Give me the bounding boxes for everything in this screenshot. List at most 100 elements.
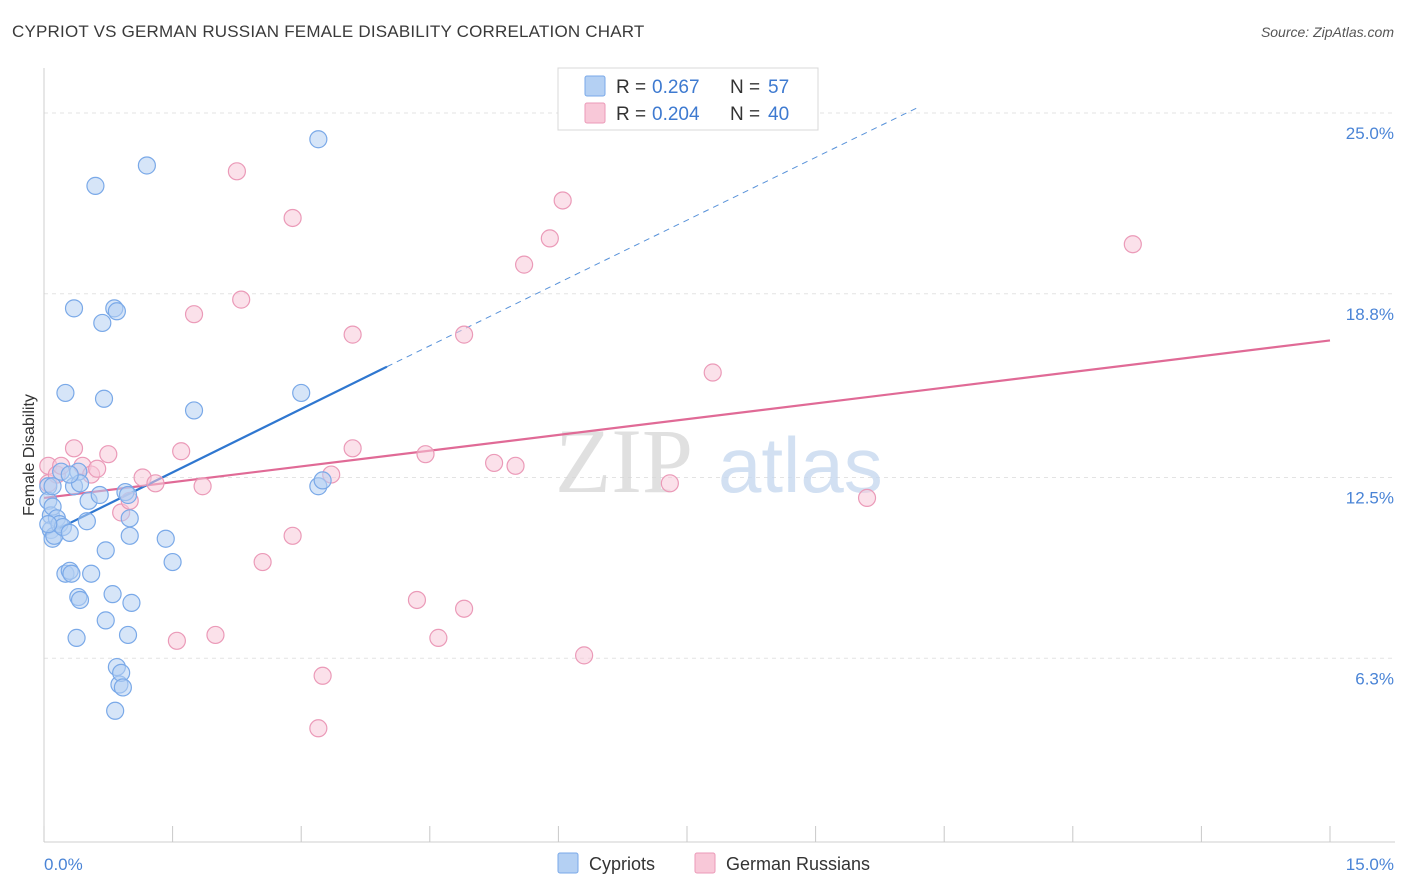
y-tick-label: 6.3%: [1355, 669, 1394, 688]
trend-lines: [43, 106, 1331, 537]
point-cypriots: [94, 389, 114, 408]
point-cypriots: [56, 383, 75, 403]
point-cypriots: [67, 628, 86, 647]
point-german-russians: [343, 325, 362, 344]
stats-n-value: 57: [768, 77, 789, 98]
point-german-russians: [343, 439, 362, 458]
point-cypriots: [118, 485, 138, 505]
point-cypriots: [70, 590, 90, 610]
point-german-russians: [660, 474, 679, 493]
point-german-russians: [313, 666, 332, 685]
point-cypriots: [107, 302, 126, 321]
point-german-russians: [167, 631, 186, 650]
point-cypriots: [106, 701, 125, 720]
point-cypriots: [156, 529, 175, 548]
point-german-russians: [99, 445, 118, 464]
point-cypriots: [39, 515, 58, 534]
stats-r-label: R =: [616, 104, 646, 125]
series-legend: Cypriots German Russians: [557, 852, 870, 874]
point-german-russians: [227, 162, 246, 181]
chart-title: CYPRIOT VS GERMAN RUSSIAN FEMALE DISABIL…: [12, 22, 645, 41]
point-cypriots: [118, 625, 138, 645]
point-cypriots: [62, 564, 81, 583]
series-legend-swatch: [694, 852, 716, 874]
y-tick-label: 25.0%: [1346, 124, 1394, 143]
point-german-russians: [253, 552, 272, 572]
point-cypriots: [43, 477, 62, 496]
point-german-russians: [206, 625, 225, 645]
point-german-russians: [553, 191, 572, 210]
point-cypriots: [113, 678, 132, 697]
data-points: [39, 130, 1142, 738]
point-german-russians: [184, 305, 204, 324]
stats-r-label: R =: [616, 77, 646, 98]
point-cypriots: [313, 471, 332, 490]
point-cypriots: [77, 512, 96, 531]
point-german-russians: [1123, 235, 1142, 254]
point-german-russians: [407, 590, 427, 610]
axes: [43, 68, 1395, 843]
point-german-russians: [64, 439, 84, 458]
point-cypriots: [292, 383, 311, 403]
point-german-russians: [88, 459, 107, 478]
point-german-russians: [309, 719, 328, 738]
watermark-zip: ZIP: [555, 410, 693, 512]
point-german-russians: [703, 363, 722, 382]
point-german-russians: [454, 599, 474, 618]
point-cypriots: [60, 465, 79, 484]
point-cypriots: [137, 156, 156, 175]
point-german-russians: [506, 456, 525, 475]
stats-legend-swatch: [584, 102, 606, 124]
point-german-russians: [429, 628, 448, 647]
point-german-russians: [857, 488, 877, 508]
point-cypriots: [96, 611, 115, 630]
stats-r-value: 0.267: [652, 77, 700, 98]
stats-legend-swatch: [584, 75, 606, 97]
tick-labels: 6.3% 12.5% 18.8% 25.0% 0.0% 15.0%: [44, 124, 1394, 874]
point-german-russians: [232, 290, 251, 309]
stats-n-label: N =: [730, 104, 760, 125]
stats-n-value: 40: [768, 104, 789, 125]
point-cypriots: [93, 313, 112, 333]
point-cypriots: [163, 552, 182, 572]
watermark-atlas: atlas: [718, 421, 883, 509]
point-german-russians: [416, 445, 435, 464]
point-german-russians: [146, 474, 165, 493]
stats-legend: R = 0.267 N = 57 R = 0.204 N = 40: [557, 67, 819, 131]
point-cypriots: [184, 401, 204, 420]
watermark: ZIP atlas: [555, 410, 883, 512]
point-cypriots: [103, 585, 122, 604]
point-german-russians: [193, 477, 212, 496]
gridlines: [44, 112, 1395, 659]
point-german-russians: [515, 255, 534, 274]
point-cypriots: [90, 485, 109, 505]
point-german-russians: [283, 526, 302, 545]
x-tick-label: 15.0%: [1346, 855, 1394, 874]
series-legend-swatch: [557, 852, 579, 874]
stats-r-value: 0.204: [652, 104, 700, 125]
point-german-russians: [485, 453, 504, 473]
series-legend-label: German Russians: [726, 854, 870, 874]
point-cypriots: [82, 564, 101, 583]
point-german-russians: [540, 229, 559, 248]
point-german-russians: [172, 442, 191, 461]
point-cypriots: [86, 176, 105, 195]
point-cypriots: [122, 593, 141, 612]
stats-n-label: N =: [730, 77, 760, 98]
trendline-german-russians: [43, 339, 1331, 500]
point-cypriots: [96, 541, 115, 560]
point-cypriots: [309, 130, 328, 149]
point-german-russians: [283, 208, 302, 228]
point-german-russians: [454, 325, 474, 344]
source-label: Source: ZipAtlas.com: [1260, 24, 1394, 40]
point-cypriots: [120, 526, 139, 545]
x-tick-label: 0.0%: [44, 855, 83, 874]
point-cypriots: [64, 299, 84, 318]
point-cypriots: [60, 523, 79, 543]
y-axis-label: Female Disability: [21, 394, 38, 516]
point-german-russians: [575, 646, 594, 665]
y-tick-label: 12.5%: [1346, 488, 1394, 507]
series-legend-label: Cypriots: [589, 854, 655, 874]
trendline-cypriots: [43, 365, 388, 537]
